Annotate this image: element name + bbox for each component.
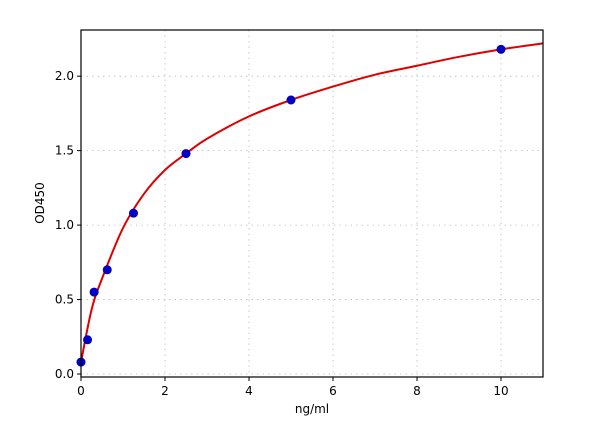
plot-frame: [80, 29, 544, 378]
y-tick-label: 1.5: [55, 144, 74, 158]
y-axis-ticks: 0.0 0.5 1.0 1.5 2.0: [55, 69, 81, 381]
data-point: [496, 44, 506, 54]
y-tick-label: 2.0: [55, 69, 74, 83]
data-points: [76, 44, 506, 367]
x-axis-ticks: 0 2 4 6 8 10: [77, 377, 509, 398]
data-point: [89, 287, 99, 297]
y-axis-label: OD450: [33, 182, 47, 224]
y-tick-label: 0.5: [55, 293, 74, 307]
x-tick-label: 4: [245, 384, 253, 398]
data-point: [181, 149, 191, 159]
fit-curve: [80, 42, 544, 363]
y-tick-label: 1.0: [55, 218, 74, 232]
data-point: [83, 335, 93, 345]
fit-curve-line: [80, 42, 544, 363]
data-point: [129, 208, 139, 218]
x-tick-label: 0: [77, 384, 85, 398]
x-tick-label: 6: [329, 384, 337, 398]
data-point: [286, 95, 296, 105]
grid-lines: [80, 30, 543, 377]
y-tick-label: 0.0: [55, 367, 74, 381]
data-point: [102, 265, 112, 275]
x-tick-label: 8: [413, 384, 421, 398]
x-axis-label: ng/ml: [295, 402, 329, 416]
x-tick-label: 10: [493, 384, 508, 398]
x-tick-label: 2: [161, 384, 169, 398]
